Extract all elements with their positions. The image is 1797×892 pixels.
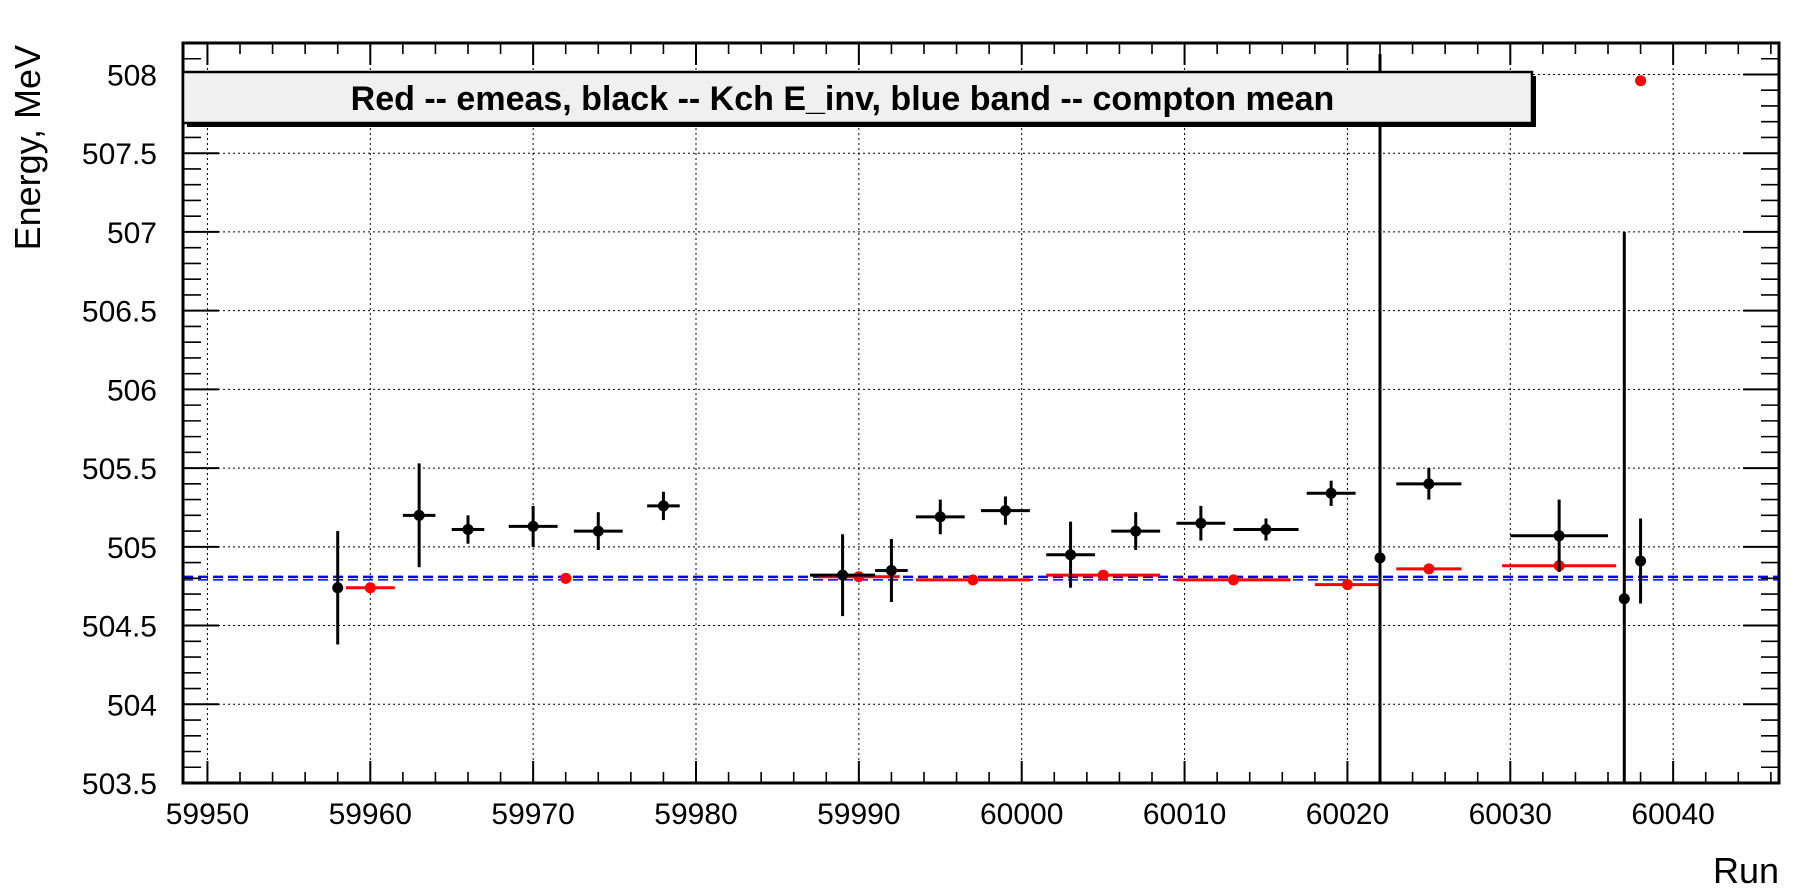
y-tick-label: 507.5 — [82, 138, 157, 171]
emeas-point — [915, 574, 1030, 586]
kch-marker — [837, 569, 849, 581]
kch-marker — [657, 500, 669, 512]
kch-point — [1176, 505, 1226, 541]
kch-point — [1046, 521, 1095, 588]
kch-point — [981, 496, 1030, 525]
y-tick-label: 506 — [107, 374, 157, 407]
emeas-marker — [1227, 574, 1239, 586]
y-tick-label: 504 — [107, 689, 157, 722]
kch-point — [1233, 518, 1299, 541]
emeas-marker — [560, 572, 572, 584]
kch-marker — [462, 524, 474, 536]
x-tick-label: 60040 — [1631, 798, 1714, 831]
emeas-point — [1396, 563, 1462, 575]
kch-point — [1374, 54, 1386, 783]
x-tick-label: 60000 — [980, 798, 1063, 831]
kch-series — [332, 54, 1647, 783]
x-tick-label: 59990 — [817, 798, 900, 831]
kch-marker — [1260, 524, 1272, 536]
kch-marker — [1423, 478, 1435, 490]
kch-marker — [1618, 593, 1630, 605]
y-tick-label: 507 — [107, 217, 157, 250]
kch-point — [451, 515, 485, 544]
emeas-point — [1635, 75, 1647, 87]
emeas-point — [1176, 574, 1291, 586]
kch-point — [875, 538, 908, 602]
emeas-marker — [1341, 579, 1353, 591]
y-tick-label: 505 — [107, 532, 157, 565]
y-tick-label: 504.5 — [82, 611, 157, 644]
kch-point — [1510, 499, 1608, 573]
kch-point — [1635, 518, 1647, 604]
plot-frame — [181, 41, 1781, 785]
kch-marker — [934, 511, 946, 523]
y-tick-label: 506.5 — [82, 296, 157, 329]
y-tick-label: 508 — [107, 59, 157, 92]
emeas-marker — [364, 582, 376, 594]
emeas-marker — [967, 574, 979, 586]
kch-point — [915, 499, 965, 535]
kch-marker — [1130, 525, 1142, 537]
emeas-series — [345, 75, 1647, 594]
kch-point — [1306, 480, 1356, 506]
y-axis-title: Energy, MeV — [7, 45, 48, 250]
x-tick-label: 59960 — [329, 798, 412, 831]
emeas-point — [1046, 569, 1161, 581]
emeas-point — [345, 582, 395, 594]
x-axis-title: Run — [1713, 850, 1779, 891]
x-tick-label: 59970 — [491, 798, 574, 831]
kch-point — [1111, 512, 1161, 550]
y-tick-label: 505.5 — [82, 453, 157, 486]
tick-labels: 59950 59960 59970 59980 59990 60000 60010 60020… — [82, 59, 1715, 831]
emeas-point — [560, 572, 572, 584]
kch-marker — [413, 509, 425, 521]
x-tick-label: 60010 — [1143, 798, 1226, 831]
x-tick-label: 60020 — [1306, 798, 1389, 831]
kch-marker — [1065, 549, 1077, 561]
legend-text: Red -- emeas, black -- Kch E_inv, blue b… — [351, 80, 1335, 118]
kch-point — [810, 534, 876, 617]
series — [332, 54, 1647, 783]
kch-marker — [527, 520, 539, 532]
x-tick-label: 59950 — [166, 798, 249, 831]
kch-marker — [332, 582, 344, 594]
kch-point — [402, 463, 436, 568]
kch-marker — [885, 564, 897, 576]
kch-point — [508, 505, 558, 547]
kch-marker — [999, 505, 1011, 517]
x-tick-label: 60030 — [1469, 798, 1552, 831]
emeas-marker — [1423, 563, 1435, 575]
y-tick-label: 503.5 — [82, 768, 157, 801]
legend-rect — [181, 70, 1534, 125]
emeas-point — [1314, 579, 1380, 591]
kch-marker — [1553, 530, 1565, 542]
kch-marker — [1374, 552, 1386, 564]
kch-marker — [1195, 517, 1207, 529]
kch-point — [1618, 231, 1630, 783]
kch-marker — [592, 525, 604, 537]
emeas-marker — [853, 571, 865, 583]
x-tick-label: 59980 — [654, 798, 737, 831]
kch-point — [647, 491, 680, 521]
kch-point — [573, 512, 623, 550]
kch-marker — [1635, 555, 1647, 567]
kch-point — [1396, 468, 1462, 500]
kch-point — [332, 531, 344, 645]
legend-box: Red -- emeas, black -- Kch E_inv, blue b… — [181, 70, 1536, 127]
kch-marker — [1325, 487, 1337, 499]
emeas-marker — [1097, 569, 1109, 581]
emeas-marker — [1635, 75, 1647, 87]
axis-ticks — [183, 42, 1779, 784]
